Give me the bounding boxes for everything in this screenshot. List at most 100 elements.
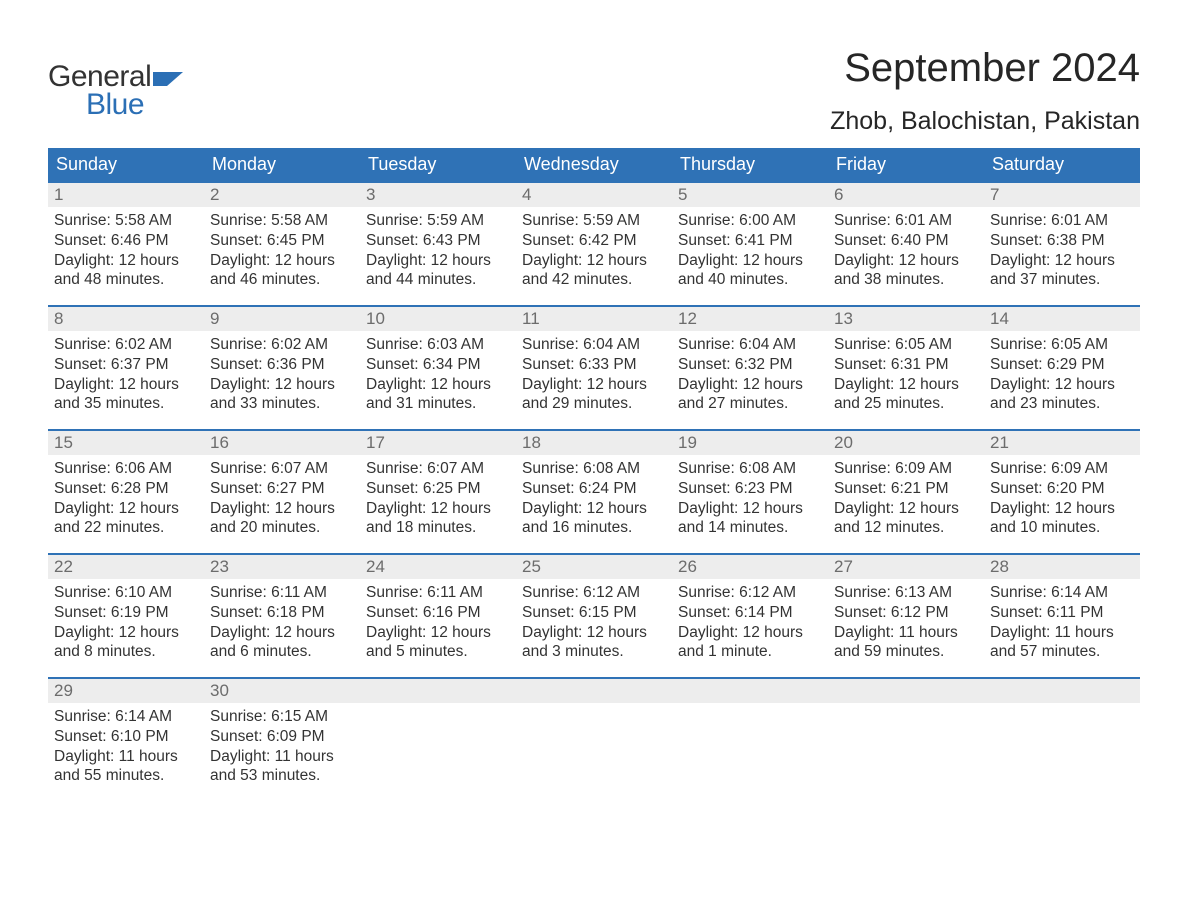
day-details: Sunrise: 6:13 AMSunset: 6:12 PMDaylight:… [828,579,984,664]
daylight-line: Daylight: 12 hours [522,499,666,519]
day-number: 13 [828,307,984,331]
day-number: 4 [516,183,672,207]
calendar-header-row: Sunday Monday Tuesday Wednesday Thursday… [48,148,1140,182]
sunset-line: Sunset: 6:15 PM [522,603,666,623]
sunset-line: Sunset: 6:09 PM [210,727,354,747]
daylight-line: and 44 minutes. [366,270,510,290]
day-details: Sunrise: 6:08 AMSunset: 6:24 PMDaylight:… [516,455,672,540]
daylight-line: and 6 minutes. [210,642,354,662]
day-number: 26 [672,555,828,579]
day-details: Sunrise: 5:58 AMSunset: 6:46 PMDaylight:… [48,207,204,292]
day-details: Sunrise: 6:08 AMSunset: 6:23 PMDaylight:… [672,455,828,540]
weekday-header: Sunday [48,148,204,182]
daylight-line: Daylight: 12 hours [210,251,354,271]
sunset-line: Sunset: 6:14 PM [678,603,822,623]
daylight-line: and 31 minutes. [366,394,510,414]
sunset-line: Sunset: 6:34 PM [366,355,510,375]
calendar-day-cell: 20Sunrise: 6:09 AMSunset: 6:21 PMDayligh… [828,430,984,554]
day-details: Sunrise: 5:58 AMSunset: 6:45 PMDaylight:… [204,207,360,292]
day-number: 6 [828,183,984,207]
day-number: 28 [984,555,1140,579]
calendar-day-cell: 29Sunrise: 6:14 AMSunset: 6:10 PMDayligh… [48,678,204,802]
sunrise-line: Sunrise: 6:13 AM [834,583,978,603]
daylight-line: Daylight: 12 hours [210,623,354,643]
daylight-line: Daylight: 12 hours [834,251,978,271]
calendar-day-cell: 24Sunrise: 6:11 AMSunset: 6:16 PMDayligh… [360,554,516,678]
daylight-line: and 37 minutes. [990,270,1134,290]
sunrise-line: Sunrise: 6:10 AM [54,583,198,603]
day-details: Sunrise: 6:04 AMSunset: 6:32 PMDaylight:… [672,331,828,416]
sunset-line: Sunset: 6:18 PM [210,603,354,623]
daylight-line: and 22 minutes. [54,518,198,538]
sunset-line: Sunset: 6:24 PM [522,479,666,499]
calendar-table: Sunday Monday Tuesday Wednesday Thursday… [48,148,1140,802]
sunset-line: Sunset: 6:21 PM [834,479,978,499]
day-number: 5 [672,183,828,207]
daylight-line: and 29 minutes. [522,394,666,414]
calendar-day-cell: 3Sunrise: 5:59 AMSunset: 6:43 PMDaylight… [360,182,516,306]
sunrise-line: Sunrise: 6:05 AM [990,335,1134,355]
sunset-line: Sunset: 6:32 PM [678,355,822,375]
weekday-header: Wednesday [516,148,672,182]
daylight-line: Daylight: 12 hours [678,251,822,271]
calendar-week-row: 22Sunrise: 6:10 AMSunset: 6:19 PMDayligh… [48,554,1140,678]
page-header: General Blue September 2024 Zhob, Baloch… [48,46,1140,136]
daylight-line: Daylight: 12 hours [678,499,822,519]
sunrise-line: Sunrise: 6:07 AM [210,459,354,479]
day-details: Sunrise: 6:14 AMSunset: 6:10 PMDaylight:… [48,703,204,788]
day-number [672,679,828,703]
day-number: 12 [672,307,828,331]
sunset-line: Sunset: 6:38 PM [990,231,1134,251]
calendar-day-cell: 7Sunrise: 6:01 AMSunset: 6:38 PMDaylight… [984,182,1140,306]
daylight-line: Daylight: 12 hours [834,499,978,519]
calendar-day-cell: 16Sunrise: 6:07 AMSunset: 6:27 PMDayligh… [204,430,360,554]
day-number: 2 [204,183,360,207]
calendar-day-cell [360,678,516,802]
day-number: 8 [48,307,204,331]
daylight-line: and 20 minutes. [210,518,354,538]
sunset-line: Sunset: 6:36 PM [210,355,354,375]
calendar-day-cell: 15Sunrise: 6:06 AMSunset: 6:28 PMDayligh… [48,430,204,554]
flag-icon [153,66,183,91]
sunset-line: Sunset: 6:46 PM [54,231,198,251]
daylight-line: Daylight: 12 hours [366,499,510,519]
sunrise-line: Sunrise: 6:14 AM [54,707,198,727]
day-details: Sunrise: 6:12 AMSunset: 6:15 PMDaylight:… [516,579,672,664]
sunrise-line: Sunrise: 6:11 AM [366,583,510,603]
sunset-line: Sunset: 6:10 PM [54,727,198,747]
daylight-line: and 38 minutes. [834,270,978,290]
calendar-day-cell: 19Sunrise: 6:08 AMSunset: 6:23 PMDayligh… [672,430,828,554]
sunrise-line: Sunrise: 6:03 AM [366,335,510,355]
calendar-day-cell: 14Sunrise: 6:05 AMSunset: 6:29 PMDayligh… [984,306,1140,430]
daylight-line: and 10 minutes. [990,518,1134,538]
daylight-line: Daylight: 12 hours [522,375,666,395]
day-number: 11 [516,307,672,331]
location-subtitle: Zhob, Balochistan, Pakistan [830,107,1140,136]
sunset-line: Sunset: 6:33 PM [522,355,666,375]
day-details: Sunrise: 6:02 AMSunset: 6:36 PMDaylight:… [204,331,360,416]
calendar-day-cell: 22Sunrise: 6:10 AMSunset: 6:19 PMDayligh… [48,554,204,678]
day-number [984,679,1140,703]
day-details: Sunrise: 6:09 AMSunset: 6:21 PMDaylight:… [828,455,984,540]
daylight-line: and 23 minutes. [990,394,1134,414]
day-details: Sunrise: 6:15 AMSunset: 6:09 PMDaylight:… [204,703,360,788]
calendar-day-cell: 17Sunrise: 6:07 AMSunset: 6:25 PMDayligh… [360,430,516,554]
daylight-line: and 35 minutes. [54,394,198,414]
day-number: 17 [360,431,516,455]
daylight-line: and 14 minutes. [678,518,822,538]
day-details: Sunrise: 6:02 AMSunset: 6:37 PMDaylight:… [48,331,204,416]
sunrise-line: Sunrise: 5:58 AM [54,211,198,231]
sunset-line: Sunset: 6:19 PM [54,603,198,623]
calendar-day-cell: 18Sunrise: 6:08 AMSunset: 6:24 PMDayligh… [516,430,672,554]
weekday-header: Tuesday [360,148,516,182]
daylight-line: Daylight: 12 hours [54,375,198,395]
daylight-line: Daylight: 11 hours [54,747,198,767]
day-number: 24 [360,555,516,579]
sunset-line: Sunset: 6:12 PM [834,603,978,623]
day-details: Sunrise: 6:07 AMSunset: 6:27 PMDaylight:… [204,455,360,540]
day-details: Sunrise: 6:04 AMSunset: 6:33 PMDaylight:… [516,331,672,416]
day-number: 1 [48,183,204,207]
calendar-day-cell: 1Sunrise: 5:58 AMSunset: 6:46 PMDaylight… [48,182,204,306]
daylight-line: Daylight: 12 hours [366,623,510,643]
calendar-day-cell: 4Sunrise: 5:59 AMSunset: 6:42 PMDaylight… [516,182,672,306]
